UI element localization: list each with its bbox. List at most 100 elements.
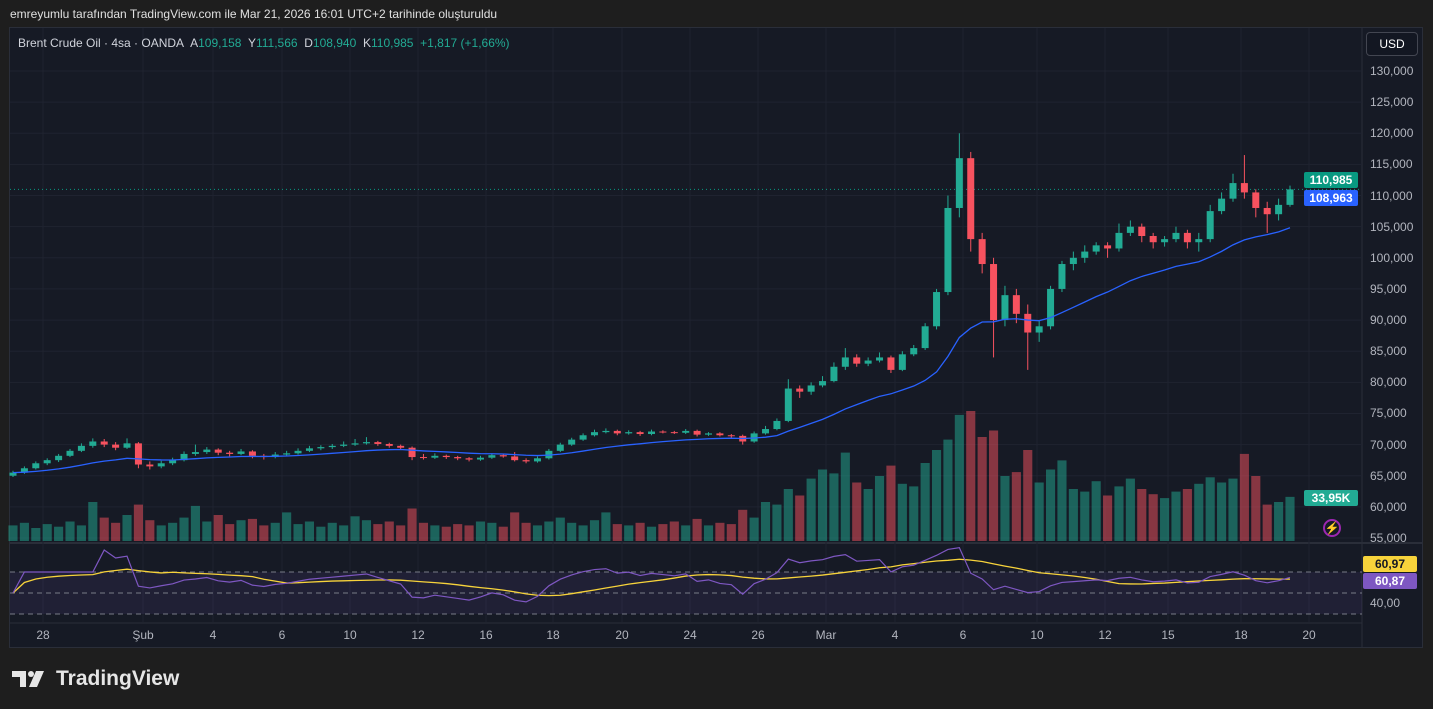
volume-bar — [156, 525, 166, 541]
candle-body — [944, 207, 952, 293]
volume-bar — [1239, 453, 1249, 541]
lightning-icon[interactable]: ⚡ — [1323, 519, 1341, 537]
chart-frame — [9, 27, 1423, 648]
rsi-axis-label: 40,00 — [1370, 596, 1401, 610]
volume-bar — [1228, 478, 1238, 541]
volume-bar — [1057, 460, 1067, 541]
volume-bar — [430, 525, 440, 541]
low-value: 108,940 — [312, 36, 357, 50]
candle-body — [967, 158, 975, 240]
volume-bar — [293, 524, 303, 541]
volume-bar — [897, 483, 907, 541]
moving-average-line — [12, 227, 1291, 474]
volume-bar — [1148, 494, 1158, 541]
symbol-title[interactable]: Brent Crude Oil · 4sa · OANDA — [18, 36, 185, 50]
tradingview-logo[interactable]: TradingView — [12, 667, 179, 691]
candle-body — [533, 458, 541, 462]
open-value: 109,158 — [198, 36, 242, 50]
candle-body — [374, 442, 382, 444]
candle-body — [1126, 226, 1134, 233]
volume-bar — [658, 524, 668, 541]
volume-bar — [179, 517, 189, 541]
candle-body — [1024, 313, 1032, 333]
candle-body — [1229, 183, 1237, 199]
close-value: 110,985 — [370, 36, 414, 50]
time-axis-label: 18 — [546, 628, 560, 642]
volume-bar — [977, 437, 987, 541]
volume-bar — [168, 522, 178, 541]
candle-body — [1069, 257, 1077, 265]
volume-bar — [840, 452, 850, 541]
candle-body — [784, 388, 792, 421]
volume-bar — [1217, 482, 1227, 541]
candle-body — [1218, 198, 1226, 212]
volume-bar — [624, 525, 634, 541]
candle-body — [807, 385, 815, 392]
candle-body — [1092, 245, 1100, 252]
volume-bar — [54, 526, 64, 541]
candle-body — [670, 432, 678, 434]
volume-bar — [202, 521, 212, 541]
volume-bar — [133, 504, 143, 541]
volume-bar — [327, 522, 337, 541]
volume-bar — [521, 522, 531, 541]
volume-bar — [749, 517, 759, 541]
candle-body — [214, 449, 222, 453]
volume-bar — [692, 518, 702, 541]
candle-body — [408, 447, 416, 458]
volume-bar — [1251, 476, 1261, 541]
high-label: Y — [247, 36, 256, 50]
time-axis-label: Mar — [815, 628, 837, 642]
volume-bar — [122, 515, 132, 541]
volume-bar — [1114, 486, 1124, 541]
volume-bar — [1182, 489, 1192, 541]
candle-body — [226, 452, 234, 454]
candle-body — [134, 443, 142, 465]
time-axis-label: 20 — [1302, 628, 1316, 642]
price-axis-label: 60,000 — [1370, 499, 1407, 514]
candle-body — [796, 388, 804, 392]
volume-bar — [464, 525, 474, 541]
volume-bar — [247, 518, 257, 541]
volume-bar — [373, 524, 383, 541]
candle-body — [305, 448, 313, 451]
candle-body — [476, 457, 484, 460]
candle-body — [43, 460, 51, 464]
candle-body — [146, 464, 154, 467]
candle-body — [1012, 295, 1020, 314]
candle-body — [876, 357, 884, 361]
candle-body — [100, 441, 108, 445]
candle-body — [648, 431, 655, 435]
candle-body — [1206, 211, 1214, 240]
time-axis-label: 12 — [411, 628, 425, 642]
candle-body — [1115, 232, 1123, 249]
volume-bar — [681, 525, 691, 541]
volume-tag: 33,95K — [1304, 490, 1358, 506]
volume-bar — [920, 463, 930, 541]
candle-body — [887, 357, 895, 370]
candle-body — [579, 435, 587, 440]
volume-bar — [817, 469, 828, 541]
candle-body — [1047, 288, 1055, 327]
currency-button[interactable]: USD — [1366, 32, 1418, 56]
price-axis-label: 100,000 — [1370, 250, 1414, 265]
volume-bar — [316, 526, 326, 541]
volume-bar — [829, 473, 839, 541]
time-axis-label: 28 — [36, 628, 50, 642]
candle-body — [556, 444, 564, 451]
volume-bar — [1103, 495, 1113, 541]
volume-bar — [498, 526, 508, 541]
volume-bar — [8, 525, 18, 541]
candle-body — [499, 455, 507, 457]
candle-body — [830, 366, 838, 382]
volume-bar — [1011, 472, 1021, 541]
candle-body — [248, 451, 256, 456]
time-axis-label: 24 — [683, 628, 697, 642]
volume-bar — [475, 521, 486, 541]
price-axis-label: 80,000 — [1370, 375, 1407, 390]
candle-body — [1058, 264, 1066, 289]
price-axis-label: 130,000 — [1370, 64, 1414, 78]
candle-body — [693, 430, 701, 435]
price-axis-label: 55,000 — [1370, 531, 1407, 545]
